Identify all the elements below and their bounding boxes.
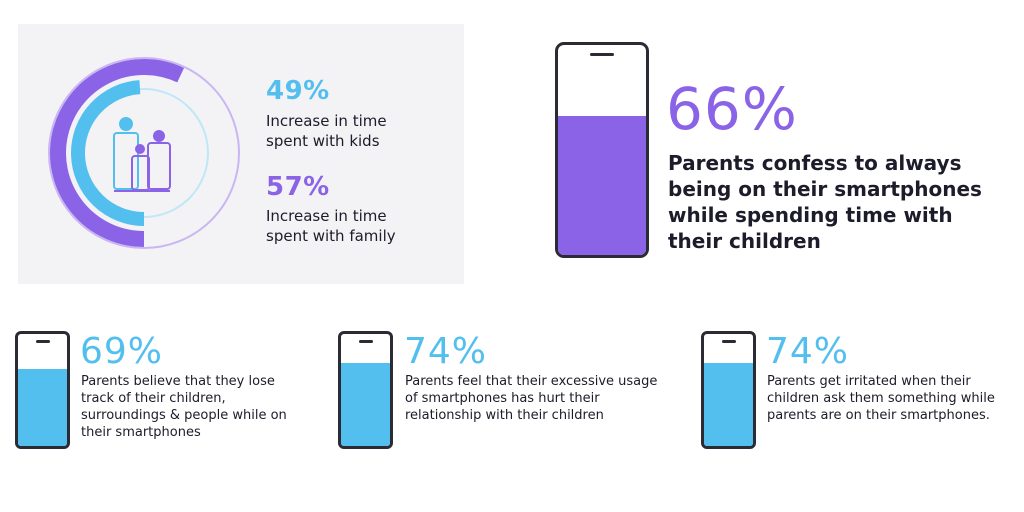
family-time-panel	[18, 24, 464, 284]
phone-notch	[358, 340, 373, 343]
outer-thin-ring	[48, 57, 240, 249]
progress-fill	[704, 363, 753, 446]
progress-fill	[18, 368, 67, 446]
stat-percentage: 69%	[80, 331, 164, 372]
family-icon	[113, 117, 171, 192]
phone-notch	[721, 340, 736, 343]
smartphone-icon	[555, 42, 649, 258]
smartphone-icon	[15, 331, 70, 449]
big-description: Parents confess to always being on their…	[668, 151, 982, 253]
progress-fill	[341, 363, 390, 446]
stat-description: Parents believe that they lose track of …	[81, 374, 287, 440]
kids-description: Increase in time spent with kids	[266, 112, 387, 150]
kids-percentage: 49%	[266, 76, 330, 106]
family-progress-arc	[50, 59, 185, 247]
stat-description: Parents get irritated when their childre…	[767, 374, 995, 423]
progress-fill	[558, 116, 646, 255]
big-percentage: 66%	[666, 75, 798, 143]
phone-notch	[35, 340, 50, 343]
smartphone-icon	[701, 331, 756, 449]
phone-notch	[590, 53, 614, 56]
kids-progress-arc	[71, 80, 145, 226]
stat-percentage: 74%	[404, 331, 488, 372]
radial-rings-chart	[48, 57, 240, 249]
family-percentage: 57%	[266, 172, 330, 202]
stat-description: Parents feel that their excessive usage …	[405, 374, 658, 423]
smartphone-icon	[338, 331, 393, 449]
stat-percentage: 74%	[766, 331, 850, 372]
family-description: Increase in time spent with family	[266, 207, 396, 245]
